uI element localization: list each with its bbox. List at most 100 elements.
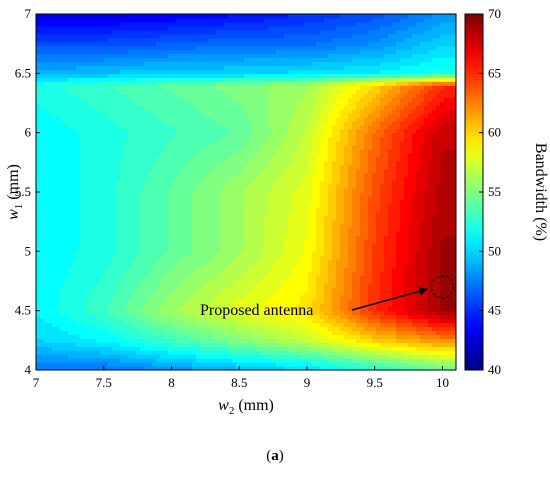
contour-cell <box>124 330 129 335</box>
contour-cell <box>44 97 49 102</box>
contour-cell <box>160 25 165 31</box>
contour-cell <box>232 247 237 252</box>
contour-cell <box>48 227 53 233</box>
contour-cell <box>132 298 137 304</box>
contour-cell <box>100 350 105 355</box>
contour-cell <box>244 14 249 19</box>
contour-cell <box>220 263 225 268</box>
contour-cell <box>48 45 53 51</box>
contour-cell <box>48 85 53 90</box>
contour-cell <box>192 168 197 173</box>
contour-cell <box>180 298 185 304</box>
contour-cell <box>80 41 85 47</box>
contour-cell <box>92 128 97 134</box>
contour-cell <box>244 101 249 106</box>
contour-cell <box>224 298 229 304</box>
contour-cell <box>184 203 189 209</box>
contour-cell <box>204 235 209 241</box>
contour-cell <box>144 310 149 316</box>
contour-cell <box>72 168 77 173</box>
contour-cell <box>152 314 157 320</box>
contour-cell <box>56 148 61 154</box>
contour-cell <box>108 156 113 161</box>
contour-cell <box>100 148 105 154</box>
contour-cell <box>252 231 257 237</box>
contour-cell <box>204 259 209 264</box>
contour-cell <box>172 362 177 367</box>
contour-cell <box>68 124 73 130</box>
contour-cell <box>116 65 121 70</box>
contour-cell <box>120 223 125 229</box>
contour-cell <box>44 21 49 27</box>
contour-cell <box>120 140 125 146</box>
contour-cell <box>36 37 41 43</box>
contour-cell <box>200 350 205 355</box>
contour-cell <box>248 148 253 154</box>
contour-cell <box>204 255 209 260</box>
contour-cell <box>172 231 177 237</box>
contour-cell <box>124 243 129 248</box>
contour-cell <box>152 259 157 264</box>
contour-cell <box>60 41 65 47</box>
contour-cell <box>164 211 169 217</box>
contour-cell <box>104 172 109 177</box>
contour-cell <box>184 223 189 229</box>
contour-cell <box>176 251 181 256</box>
contour-cell <box>200 346 205 351</box>
contour-cell <box>236 219 241 225</box>
contour-cell <box>120 180 125 185</box>
contour-cell <box>72 136 77 142</box>
contour-cell <box>208 259 213 264</box>
contour-cell <box>160 33 165 39</box>
contour-cell <box>88 227 93 233</box>
contour-cell <box>148 195 153 201</box>
contour-cell <box>60 195 65 201</box>
contour-cell <box>184 322 189 328</box>
contour-cell <box>212 188 217 193</box>
contour-cell <box>216 366 221 370</box>
contour-cell <box>192 172 197 177</box>
contour-cell <box>208 314 213 320</box>
contour-cell <box>200 41 205 47</box>
contour-cell <box>36 255 41 260</box>
contour-cell <box>112 219 117 225</box>
contour-cell <box>136 223 141 229</box>
contour-cell <box>132 112 137 118</box>
contour-cell <box>72 104 77 110</box>
contour-cell <box>112 239 117 245</box>
contour-cell <box>72 116 77 122</box>
contour-cell <box>228 33 233 39</box>
contour-cell <box>256 263 261 268</box>
contour-cell <box>92 152 97 157</box>
contour-cell <box>68 184 73 189</box>
contour-cell <box>140 128 145 134</box>
contour-cell <box>104 136 109 142</box>
contour-cell <box>52 294 57 300</box>
contour-cell <box>236 192 241 197</box>
contour-cell <box>216 69 221 74</box>
contour-cell <box>216 302 221 308</box>
contour-cell <box>240 219 245 225</box>
contour-cell <box>196 17 201 23</box>
contour-cell <box>212 17 217 23</box>
contour-cell <box>152 41 157 47</box>
contour-cell <box>224 231 229 237</box>
contour-cell <box>132 81 137 86</box>
contour-cell <box>212 259 217 264</box>
contour-cell <box>116 180 121 185</box>
contour-cell <box>240 334 245 339</box>
contour-cell <box>196 330 201 335</box>
contour-cell <box>244 176 249 181</box>
contour-cell <box>88 152 93 157</box>
contour-cell <box>188 282 193 288</box>
contour-cell <box>148 207 153 213</box>
contour-cell <box>140 176 145 181</box>
contour-cell <box>164 215 169 221</box>
contour-cell <box>148 53 153 59</box>
contour-cell <box>252 211 257 217</box>
contour-cell <box>120 65 125 70</box>
contour-cell <box>184 116 189 122</box>
contour-cell <box>96 215 101 221</box>
contour-cell <box>76 366 81 370</box>
contour-cell <box>112 263 117 268</box>
